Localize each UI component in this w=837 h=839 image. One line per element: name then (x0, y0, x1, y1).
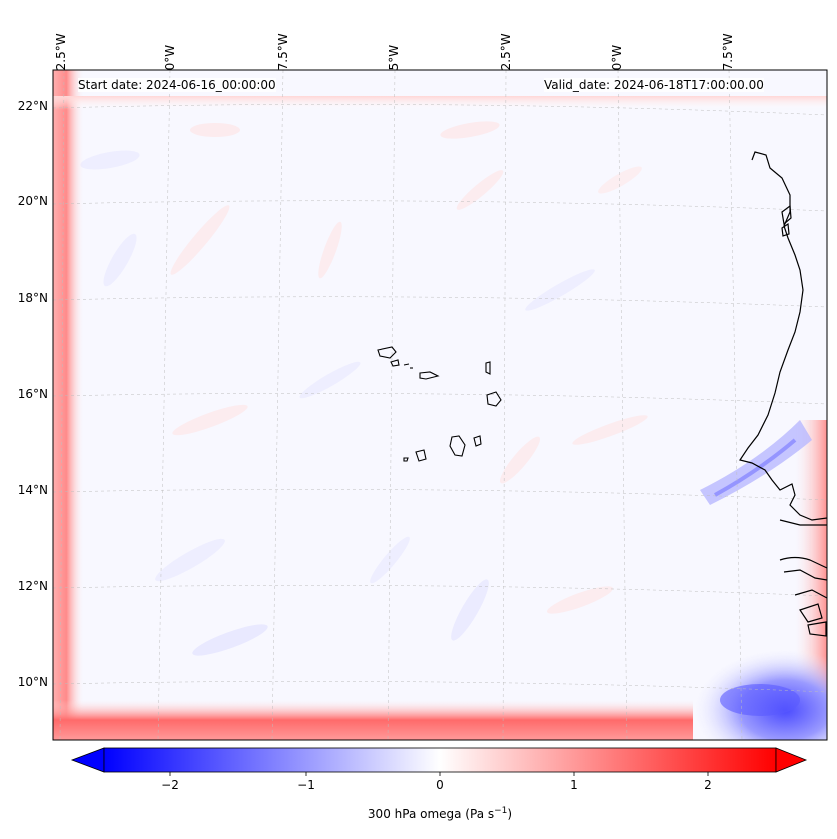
cape-verde-islands (377, 346, 502, 462)
colorbar-label: 300 hPa omega (Pa s−1) (368, 806, 512, 821)
lat-tick-label: 20°N (17, 194, 48, 208)
gridlines (53, 70, 827, 740)
lat-tick-label: 18°N (17, 291, 48, 305)
lat-tick-label: 10°N (17, 675, 48, 689)
colorbar-ramp (103, 747, 777, 773)
map-frame (52, 69, 828, 741)
lat-tick-label: 12°N (17, 579, 48, 593)
coastline (739, 151, 827, 637)
colorbar-tick-label: 1 (570, 778, 578, 792)
lat-tick-label: 22°N (17, 99, 48, 113)
colorbar-extend-min (70, 747, 105, 773)
omega-field (53, 70, 827, 740)
start-date-label: Start date: 2024-06-16_00:00:00 (78, 78, 276, 92)
colorbar-tick-label: −2 (161, 778, 179, 792)
colorbar-tick-label: 2 (704, 778, 712, 792)
colorbar-label-close: ) (507, 807, 513, 821)
colorbar-tick-label: −1 (297, 778, 315, 792)
colorbar-label-text: 300 hPa omega (Pa s (367, 807, 495, 821)
valid-date-label: Valid_date: 2024-06-18T17:00:00.00 (544, 78, 764, 92)
colorbar-extend-max (775, 747, 808, 773)
lat-tick-label: 14°N (17, 483, 48, 497)
lat-tick-label: 16°N (17, 387, 48, 401)
colorbar-tick-label: 0 (436, 778, 444, 792)
colorbar (70, 747, 808, 776)
colorbar-label-exponent: −1 (494, 806, 508, 816)
